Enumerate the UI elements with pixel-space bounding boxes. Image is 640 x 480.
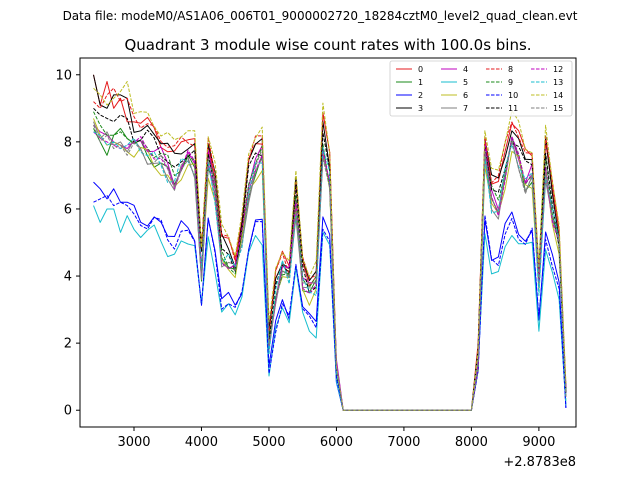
series-line-5 (93, 205, 567, 411)
y-tick-label: 0 (64, 404, 72, 419)
legend-label-13: 13 (553, 78, 563, 87)
legend-label-3: 3 (418, 104, 423, 113)
series-line-9 (93, 111, 567, 411)
x-axis: 3000 4000 5000 6000 7000 8000 9000 (117, 427, 555, 450)
series-line-11 (93, 107, 567, 411)
legend-label-4: 4 (463, 65, 468, 74)
chart-title: Quadrant 3 module wise count rates with … (124, 36, 531, 54)
legend-label-6: 6 (463, 91, 468, 100)
y-tick-label: 2 (64, 337, 72, 352)
series-line-10 (93, 195, 567, 411)
legend-label-14: 14 (553, 91, 563, 100)
series-line-15 (93, 124, 567, 411)
y-tick-label: 8 (64, 135, 72, 150)
x-tick-label: 9000 (522, 435, 555, 450)
x-tick-label: 8000 (455, 435, 488, 450)
suptitle: Data file: modeM0/AS1A06_006T01_90000027… (63, 9, 578, 23)
x-tick-label: 7000 (387, 435, 420, 450)
legend-label-10: 10 (508, 91, 518, 100)
legend-label-11: 11 (508, 104, 518, 113)
legend-label-9: 9 (508, 78, 513, 87)
plot-frame (79, 57, 577, 428)
legend-label-7: 7 (463, 104, 468, 113)
x-tick-label: 6000 (320, 435, 353, 450)
legend-label-1: 1 (418, 78, 423, 87)
x-offset-label: +2.8783e8 (503, 455, 576, 470)
legend-label-8: 8 (508, 65, 513, 74)
y-tick-label: 4 (64, 270, 72, 285)
y-tick-label: 6 (64, 202, 72, 217)
series-group (93, 74, 567, 411)
legend-label-0: 0 (418, 65, 423, 74)
legend-label-5: 5 (463, 78, 468, 87)
legend-label-2: 2 (418, 91, 423, 100)
y-tick-label: 10 (55, 68, 72, 83)
legend-label-15: 15 (553, 104, 563, 113)
y-axis: 0 2 4 6 8 10 (55, 68, 80, 419)
x-tick-label: 5000 (252, 435, 285, 450)
legend-label-12: 12 (553, 65, 563, 74)
series-line-14 (93, 81, 567, 411)
x-tick-label: 3000 (117, 435, 150, 450)
x-tick-label: 4000 (185, 435, 218, 450)
legend-box (389, 60, 573, 117)
